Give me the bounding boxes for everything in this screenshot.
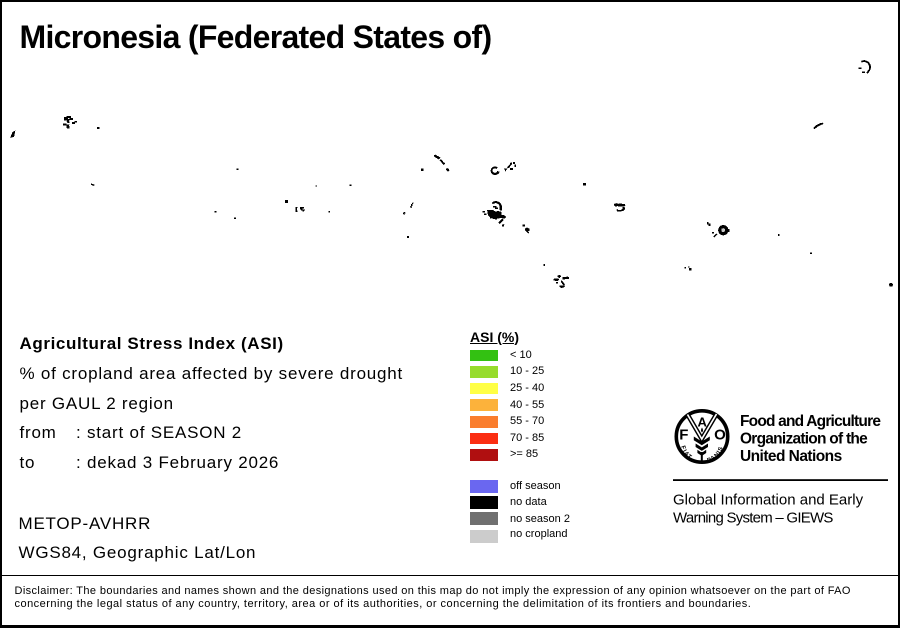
svg-text:United Nations: United Nations (740, 448, 842, 465)
svg-text:Warning System – GIEWS: Warning System – GIEWS (673, 510, 833, 527)
svg-text:Organization of the: Organization of the (740, 431, 868, 448)
svg-text:F: F (679, 426, 688, 443)
svg-text:O: O (714, 426, 726, 443)
svg-text:Global Information and Early: Global Information and Early (673, 491, 864, 508)
svg-text:A: A (698, 414, 708, 429)
svg-text:Food and Agriculture: Food and Agriculture (740, 413, 881, 430)
